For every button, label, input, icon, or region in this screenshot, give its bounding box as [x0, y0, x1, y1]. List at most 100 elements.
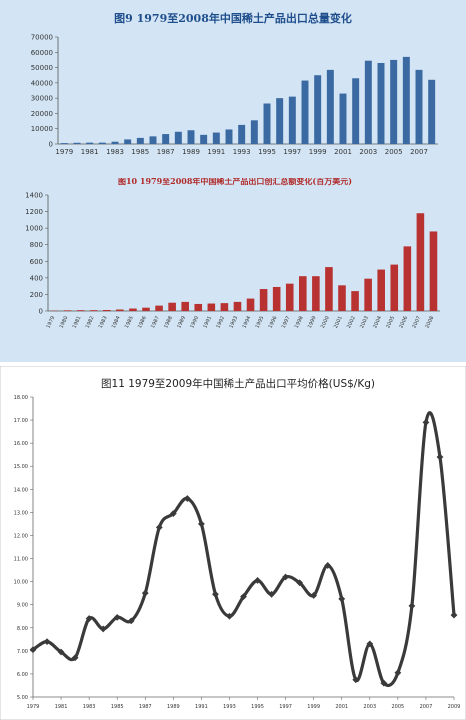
y-tick-label: 13.00	[14, 510, 28, 516]
bar-1982	[98, 142, 106, 144]
bar-1998	[301, 80, 309, 144]
x-tick-label: 1981	[81, 148, 99, 156]
x-tick-label: 1988	[163, 315, 174, 329]
x-tick-label: 1997	[279, 704, 292, 710]
data-point-1986	[127, 617, 135, 625]
x-tick-label: 1996	[268, 315, 279, 329]
y-tick-label: 10.00	[14, 580, 28, 586]
bar-1988	[168, 302, 176, 311]
x-tick-label: 2002	[346, 315, 357, 329]
x-tick-label: 2001	[334, 148, 352, 156]
data-point-1988	[155, 523, 163, 531]
data-point-1984	[99, 625, 107, 633]
data-point-1993	[226, 612, 233, 620]
bar-2000	[326, 69, 334, 144]
bar-1985	[136, 137, 144, 144]
y-tick-label: 12.00	[14, 533, 28, 539]
bar-1995	[259, 289, 268, 311]
x-tick-label: 2003	[363, 704, 376, 710]
bar-2004	[377, 269, 385, 311]
y-tick-label: 18.00	[14, 395, 28, 401]
y-tick-label: 200	[30, 291, 43, 299]
chart-title: 图10 1979至2008年中国稀土产品出口创汇总额变化(百万美元)	[118, 178, 352, 186]
y-tick-label: 11.00	[14, 557, 28, 563]
bar-2006	[402, 56, 410, 144]
data-point-2004	[380, 679, 388, 687]
data-point-2001	[338, 595, 346, 603]
bar-1984	[124, 139, 132, 144]
data-point-2009	[450, 611, 458, 619]
x-tick-label: 1991	[195, 704, 208, 710]
bar-1999	[312, 276, 320, 311]
x-tick-label: 1994	[242, 315, 253, 329]
y-tick-label: 400	[30, 274, 43, 282]
x-tick-label: 1981	[55, 704, 68, 710]
x-tick-label: 1985	[124, 315, 135, 329]
y-tick-label: 9.00	[17, 603, 28, 609]
x-tick-label: 2007	[410, 148, 428, 156]
chart-title: 图9 1979至2008年中国稀土产品出口总量变化	[114, 11, 352, 25]
bar-2003	[364, 60, 372, 144]
x-tick-label: 1982	[85, 315, 96, 329]
bar-1999	[314, 75, 322, 144]
x-tick-label: 1986	[137, 315, 148, 329]
x-tick-label: 1983	[83, 704, 96, 710]
axes: 0 10000 20000 30000 40000 50000 60000 70000 1979…	[31, 34, 438, 156]
x-tick-label: 1995	[258, 148, 276, 156]
bars	[50, 213, 438, 311]
bar-1998	[299, 276, 307, 311]
x-tick-label: 2007	[420, 704, 433, 710]
y-tick-label: 1400	[25, 192, 43, 200]
data-point-1996	[268, 590, 275, 598]
x-tick-label: 1979	[27, 704, 40, 710]
bar-1988	[174, 131, 182, 144]
x-tick-label: 1987	[150, 315, 161, 329]
y-tick-label: 5.00	[17, 695, 28, 701]
x-tick-label: 1990	[189, 315, 200, 329]
x-tick-label: 1989	[167, 704, 180, 710]
bar-2002	[351, 291, 359, 311]
bar-2007	[416, 213, 425, 311]
bar-1980	[63, 310, 72, 311]
data-point-2003	[366, 640, 374, 648]
y-tick-label: 8.00	[17, 626, 28, 632]
x-tick-label: 1983	[98, 315, 109, 329]
bar-2008	[428, 79, 436, 144]
x-tick-label: 1991	[202, 315, 213, 329]
x-tick-label: 1995	[255, 315, 266, 329]
bottom-chart-panel: 图11 1979至2009年中国稀土产品出口平均价格(US$/Kg) 5.00 6…	[0, 366, 466, 720]
x-tick-label: 2008	[424, 315, 435, 329]
x-tick-label: 1998	[294, 315, 305, 329]
bar-1986	[149, 136, 157, 144]
x-tick-label: 1984	[111, 315, 122, 329]
data-point-2005	[394, 669, 402, 677]
y-tick-label: 1200	[25, 208, 43, 216]
x-tick-label: 1979	[46, 315, 57, 329]
bar-1983	[103, 310, 111, 311]
x-tick-label: 1981	[72, 315, 83, 329]
x-tick-label: 1993	[228, 315, 239, 329]
x-tick-label: 1992	[215, 315, 226, 329]
bar-1990	[200, 134, 208, 144]
bar-1991	[212, 132, 220, 144]
x-tick-label: 2004	[372, 315, 383, 329]
data-point-1994	[240, 593, 247, 601]
data-point-1995	[254, 577, 261, 584]
x-tick-label: 2007	[411, 315, 422, 329]
top-charts-panel: 图9 1979至2008年中国稀土产品出口总量变化 0 10000 20000 300…	[0, 0, 466, 362]
x-tick-label: 2000	[320, 315, 331, 329]
y-tick-label: 10000	[31, 125, 53, 133]
bar-1993	[238, 124, 246, 144]
x-tick-label: 2003	[359, 315, 370, 329]
x-tick-label: 1985	[111, 704, 124, 710]
bar-2006	[403, 246, 412, 311]
bar-1979	[60, 143, 68, 144]
data-point-1985	[113, 613, 121, 621]
bar-2007	[415, 69, 423, 144]
bars	[60, 56, 436, 144]
data-point-1990	[183, 495, 191, 502]
x-tick-label: 2005	[385, 315, 396, 329]
x-tick-label: 1993	[233, 148, 251, 156]
bar-1985	[129, 308, 137, 311]
